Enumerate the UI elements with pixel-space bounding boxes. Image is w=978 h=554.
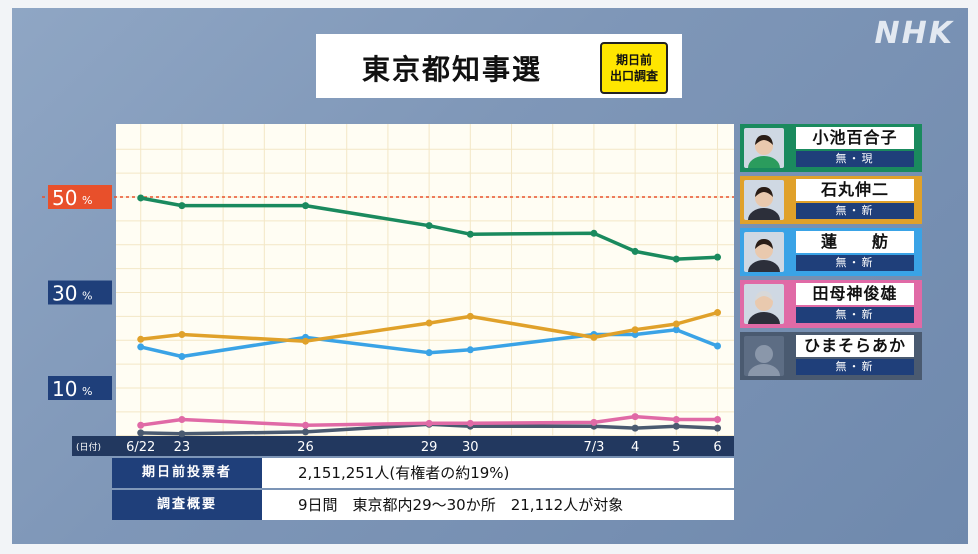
portrait-icon: [744, 284, 784, 324]
x-tick-label: 7/3: [583, 440, 604, 455]
x-tick-label: 30: [462, 440, 479, 455]
x-axis-strip: [72, 436, 734, 456]
data-point: [137, 194, 145, 202]
candidate-card-himasora: ひまそらあかね 無・新: [740, 332, 922, 380]
data-point: [466, 230, 474, 238]
data-point: [466, 419, 474, 427]
x-tick-label: 26: [297, 440, 314, 455]
data-point: [425, 349, 433, 357]
y-tick-label: 50: [52, 186, 77, 210]
data-point: [178, 331, 186, 339]
survey-badge: 期日前 出口調査: [600, 42, 668, 94]
candidate-name: 小池百合子: [796, 127, 914, 149]
data-point: [137, 421, 145, 429]
data-point: [672, 255, 680, 263]
line-chart: 50 % 30 % 10 % (日付) 6/22 23 26 29 30 7/3 4 5 6: [42, 124, 734, 456]
early-voters-row: 期日前投票者 2,151,251人(有権者の約19%): [112, 458, 734, 488]
candidate-party: 無・新: [796, 255, 914, 271]
y-tick-box: [48, 185, 112, 209]
data-point: [425, 222, 433, 230]
chart-title: 東京都知事選: [362, 53, 543, 86]
portrait-icon: [744, 232, 784, 272]
data-point: [631, 424, 639, 432]
data-point: [178, 352, 186, 360]
portrait-icon: [744, 336, 784, 376]
badge-line-1: 期日前: [615, 53, 652, 67]
plot-background: [116, 124, 734, 436]
x-axis-prefix: (日付): [76, 442, 101, 453]
data-point: [714, 424, 722, 432]
data-point: [590, 229, 598, 237]
data-point: [714, 309, 722, 317]
data-point: [302, 202, 310, 210]
data-point: [672, 326, 680, 334]
candidate-card-koike: 小池百合子 無・現: [740, 124, 922, 172]
x-tick-label: 23: [174, 440, 191, 455]
y-tick-label: 10: [52, 377, 77, 401]
data-point: [178, 202, 186, 210]
candidate-name: 石丸伸二: [796, 179, 914, 201]
candidate-photo: [744, 336, 784, 376]
data-point: [178, 416, 186, 424]
survey-summary-value: 9日間 東京都内29～30か所 21,112人が対象: [262, 490, 734, 520]
data-point: [302, 337, 310, 345]
y-tick-unit: %: [82, 290, 92, 303]
candidate-name: 蓮 舫: [796, 231, 914, 253]
x-tick-label: 6/22: [126, 440, 155, 455]
data-point: [672, 422, 680, 430]
candidate-card-ishimaru: 石丸伸二 無・新: [740, 176, 922, 224]
data-point: [137, 335, 145, 343]
candidate-name: 田母神俊雄: [796, 283, 914, 305]
x-tick-label: 4: [631, 440, 639, 455]
candidate-name: ひまそらあかね: [796, 335, 914, 377]
data-point: [302, 421, 310, 429]
data-point: [466, 346, 474, 354]
data-point: [302, 428, 310, 436]
candidate-party: 無・新: [796, 203, 914, 219]
data-point: [425, 319, 433, 327]
data-point: [631, 247, 639, 255]
data-point: [590, 418, 598, 426]
y-tick-unit: %: [82, 194, 92, 207]
candidate-party: 無・新: [796, 359, 914, 375]
data-point: [672, 320, 680, 328]
portrait-icon: [744, 128, 784, 168]
candidate-card-renho: 蓮 舫 無・新: [740, 228, 922, 276]
data-point: [631, 326, 639, 334]
candidate-party: 無・現: [796, 151, 914, 167]
early-voters-label: 期日前投票者: [112, 458, 262, 488]
portrait-icon: [744, 180, 784, 220]
title-box: 東京都知事選 期日前 出口調査: [316, 34, 682, 98]
data-point: [714, 416, 722, 424]
x-tick-label: 5: [672, 440, 680, 455]
candidate-card-tamogami: 田母神俊雄 無・新: [740, 280, 922, 328]
data-point: [425, 419, 433, 427]
data-point: [672, 416, 680, 424]
y-tick-unit: %: [82, 385, 92, 398]
data-point: [178, 430, 186, 438]
y-tick-box: [48, 280, 112, 305]
broadcast-screen: NHK 東京都知事選 期日前 出口調査 50% 30% 10% (日付) 6/22 23 2…: [12, 8, 968, 544]
candidate-photo: [744, 128, 784, 168]
data-point: [137, 429, 145, 437]
candidate-photo: [744, 232, 784, 272]
data-point: [466, 312, 474, 320]
y-tick-box: [48, 376, 112, 400]
survey-summary-label: 調査概要: [112, 490, 262, 520]
data-point: [137, 343, 145, 351]
data-point: [714, 342, 722, 350]
candidate-party: 無・新: [796, 307, 914, 323]
nhk-logo: NHK: [874, 16, 954, 51]
badge-line-2: 出口調査: [609, 69, 658, 83]
early-voters-value: 2,151,251人(有権者の約19%): [262, 458, 734, 488]
candidate-photo: [744, 180, 784, 220]
data-point: [714, 253, 722, 261]
x-tick-label: 29: [421, 440, 438, 455]
data-point: [590, 333, 598, 341]
y-tick-label: 30: [52, 282, 77, 306]
data-point: [631, 413, 639, 421]
survey-summary-row: 調査概要 9日間 東京都内29～30か所 21,112人が対象: [112, 490, 734, 520]
x-tick-label: 6: [713, 440, 721, 455]
candidate-photo: [744, 284, 784, 324]
